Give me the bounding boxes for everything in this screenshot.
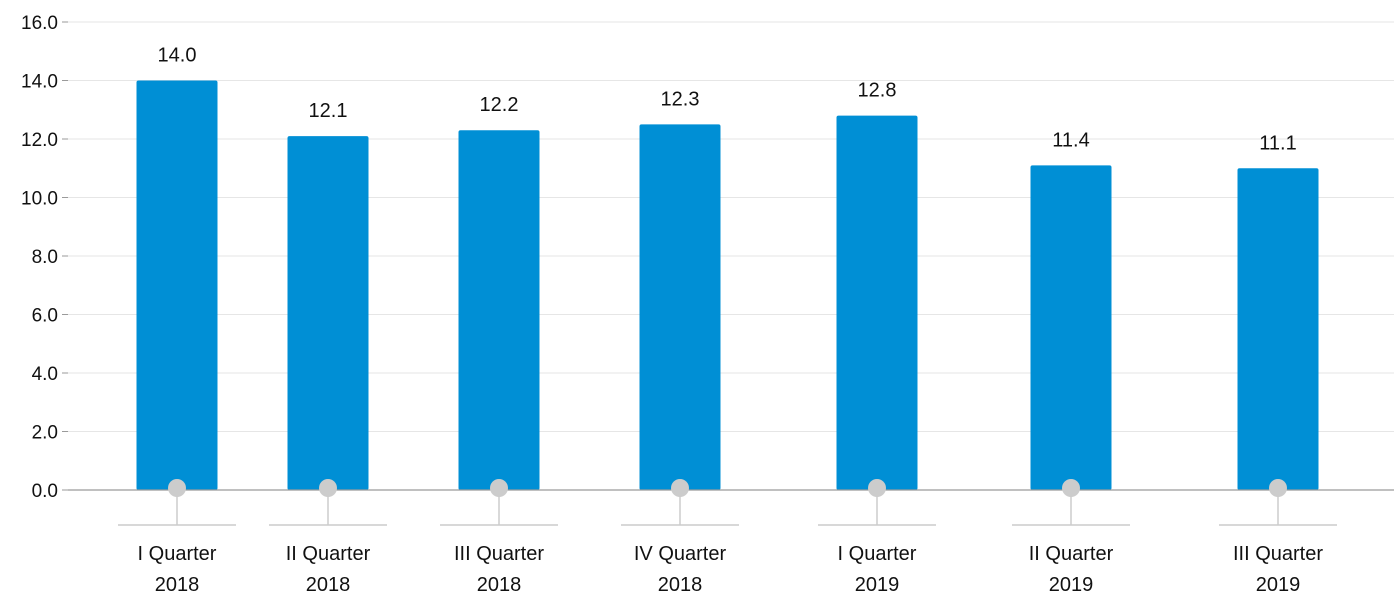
category-marker-dot [1062,479,1080,497]
data-label: 14.0 [158,45,197,67]
data-label: 12.1 [309,100,348,122]
y-tick-label: 14.0 [21,72,58,93]
y-tick-label: 16.0 [21,13,58,34]
y-tick-label: 10.0 [21,189,58,210]
y-tick-label: 4.0 [32,364,58,385]
bar [1237,168,1319,490]
y-tick-label: 8.0 [32,247,58,268]
x-tick-label: 2019 [1256,574,1301,595]
data-label: 12.3 [661,88,700,110]
bar [1030,165,1112,490]
data-label: 12.2 [480,94,519,116]
data-label: 11.4 [1052,129,1089,151]
gridlines [68,21,1394,432]
y-tick-label: 12.0 [21,130,58,151]
data-labels: 14.0 12.1 12.2 12.3 12.8 11.4 11.1 [158,45,1297,155]
category-marker-dot [490,479,508,497]
category-marker-dot [868,479,886,497]
x-tick-label: III Quarter [454,543,544,565]
bar [136,80,218,490]
data-label: 12.8 [858,80,897,102]
x-tick-label: 2018 [658,574,703,595]
y-tick-label: 0.0 [32,481,58,502]
bar [836,115,918,490]
y-tick-label: 2.0 [32,423,58,444]
x-tick-label: 2019 [855,574,900,595]
category-marker-dot [168,479,186,497]
category-markers [118,479,1337,526]
x-tick-label: III Quarter [1233,543,1323,565]
bar [458,130,540,490]
data-label: 11.1 [1259,132,1296,154]
bars [136,80,1319,490]
x-tick-label: 2019 [1049,574,1094,595]
x-tick-label: I Quarter [138,543,217,565]
category-marker-dot [671,479,689,497]
x-tick-label: II Quarter [286,543,371,565]
x-tick-label: 2018 [155,574,200,595]
category-labels: I Quarter 2018 II Quarter 2018 III Quarter 20… [138,543,1324,595]
x-tick-label: II Quarter [1029,543,1114,565]
y-axis-ticks: 0.0 2.0 4.0 6.0 8.0 10.0 12.0 14.0 16.0 [21,13,68,502]
x-tick-label: 2018 [477,574,522,595]
bar [287,136,369,490]
y-tick-label: 6.0 [32,306,58,327]
x-tick-label: 2018 [306,574,351,595]
bar [639,124,721,490]
x-tick-label: IV Quarter [634,543,727,565]
category-marker-dot [319,479,337,497]
category-marker-dot [1269,479,1287,497]
x-tick-label: I Quarter [838,543,917,565]
